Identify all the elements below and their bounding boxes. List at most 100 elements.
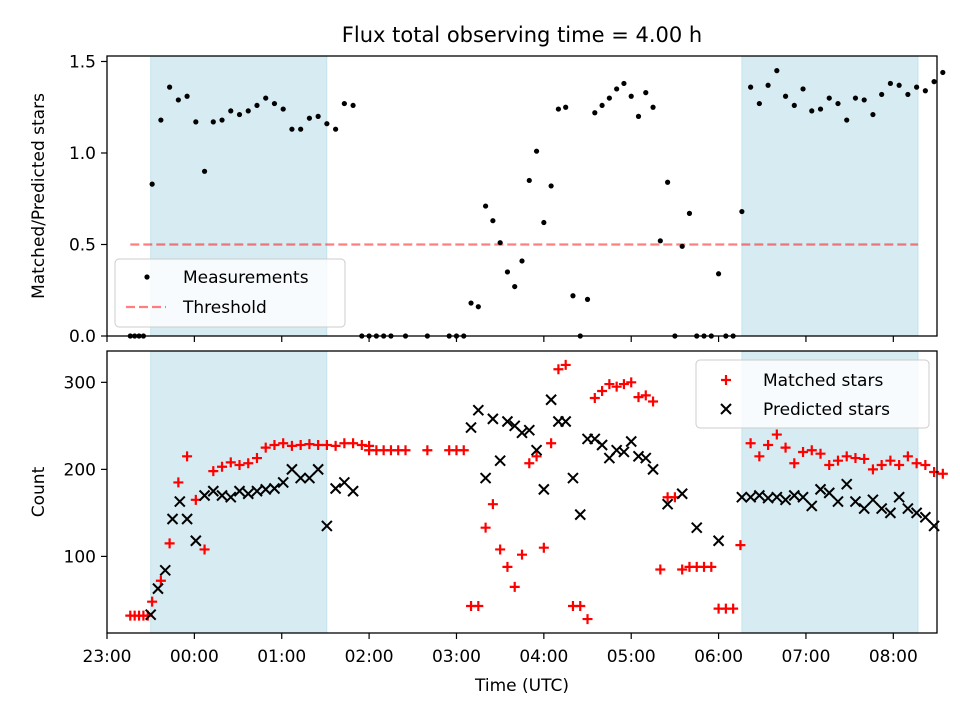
predicted-point xyxy=(294,472,307,484)
matched-point xyxy=(286,440,297,451)
matched-point xyxy=(582,614,593,625)
measurement-point xyxy=(686,210,693,216)
measurement-point xyxy=(475,304,481,310)
matched-point xyxy=(487,499,498,510)
legend-measurement-marker xyxy=(144,274,150,280)
predicted-point xyxy=(788,489,801,502)
measurement-point xyxy=(922,88,928,94)
matched-point xyxy=(589,393,600,403)
matched-point xyxy=(269,440,280,450)
predicted-point xyxy=(893,491,905,503)
matched-point xyxy=(524,458,535,469)
matched-point xyxy=(832,455,843,466)
measurement-point xyxy=(271,100,278,107)
matched-point xyxy=(517,549,527,560)
matched-point xyxy=(208,466,219,477)
measurement-point xyxy=(315,113,321,119)
predicted-point xyxy=(823,487,835,499)
matched-point xyxy=(260,442,271,453)
measurement-point xyxy=(490,218,496,224)
matched-point xyxy=(780,442,791,453)
matched-point xyxy=(502,561,513,572)
matched-point xyxy=(147,596,158,607)
measurement-point xyxy=(748,84,754,90)
matched-point xyxy=(473,601,484,612)
measurement-point xyxy=(665,179,671,185)
matched-point xyxy=(321,440,332,450)
matched-point xyxy=(575,601,586,612)
matched-point xyxy=(546,438,557,449)
y-tick-label: 300 xyxy=(64,373,96,393)
measurement-point xyxy=(835,100,841,107)
y-tick-label: 1.5 xyxy=(69,52,96,72)
measurement-point xyxy=(870,111,876,118)
predicted-point xyxy=(574,508,586,521)
x-tick-label: 23:00 xyxy=(83,647,132,667)
matched-point xyxy=(806,445,817,456)
predicted-point xyxy=(303,472,316,484)
measurement-point xyxy=(739,208,745,215)
x-tick-label: 06:00 xyxy=(694,647,743,667)
predicted-point xyxy=(691,521,703,534)
chart-title: Flux total observing time = 4.00 h xyxy=(342,23,702,47)
predicted-point xyxy=(902,502,914,515)
predicted-point xyxy=(312,463,324,476)
predicted-point xyxy=(841,478,853,490)
matched-point xyxy=(480,522,491,533)
predicted-point xyxy=(771,491,783,503)
measurement-point xyxy=(210,119,216,125)
x-tick-label: 07:00 xyxy=(781,647,830,667)
measurement-point xyxy=(621,80,627,87)
measurement-point xyxy=(497,240,503,246)
predicted-point xyxy=(753,489,766,502)
predicted-point xyxy=(545,394,557,406)
matched-point xyxy=(173,477,184,488)
predicted-point xyxy=(867,494,879,506)
legend-predicted-marker xyxy=(720,403,732,415)
predicted-point xyxy=(190,535,202,547)
matched-point xyxy=(824,460,835,471)
y-tick-label: 100 xyxy=(64,547,96,567)
matched-point xyxy=(225,457,236,468)
predicted-point xyxy=(858,502,870,515)
x-tick-label: 03:00 xyxy=(432,647,481,667)
matched-point xyxy=(876,460,887,471)
measurement-point xyxy=(679,243,685,249)
legend-box xyxy=(114,258,346,328)
predicted-point xyxy=(242,488,254,500)
measurement-point xyxy=(228,108,234,114)
measurement-point xyxy=(756,100,762,107)
measurement-point xyxy=(533,148,540,154)
measurement-point xyxy=(817,106,824,112)
predicted-point xyxy=(251,485,263,497)
predicted-point xyxy=(347,485,359,497)
measurement-point xyxy=(519,258,525,264)
matched-point xyxy=(911,458,922,469)
measurement-point xyxy=(905,91,911,98)
matched-point xyxy=(611,381,622,392)
predicted-point xyxy=(712,535,725,547)
measurement-point xyxy=(526,177,532,184)
matched-point xyxy=(199,544,210,555)
measurement-point xyxy=(254,102,260,109)
x-tick-label: 00:00 xyxy=(170,647,219,667)
matched-point xyxy=(422,445,433,456)
predicted-point xyxy=(779,494,792,506)
matched-point xyxy=(902,451,913,462)
legend: Matched stars Predicted stars xyxy=(695,359,930,429)
matched-point xyxy=(604,379,615,390)
matched-point xyxy=(304,439,315,450)
matched-point xyxy=(885,455,896,466)
matched-point xyxy=(677,564,688,575)
legend-measurements-label: Measurements xyxy=(183,268,309,288)
legend-threshold-label: Threshold xyxy=(182,298,267,318)
measurement-point xyxy=(289,126,295,132)
measurement-point xyxy=(643,90,649,96)
predicted-point xyxy=(494,454,506,467)
measurement-point xyxy=(650,104,656,110)
predicted-point xyxy=(338,476,351,489)
predicted-point xyxy=(640,452,652,464)
measurement-point xyxy=(306,115,313,121)
matched-point xyxy=(278,438,289,449)
predicted-point xyxy=(875,502,888,515)
